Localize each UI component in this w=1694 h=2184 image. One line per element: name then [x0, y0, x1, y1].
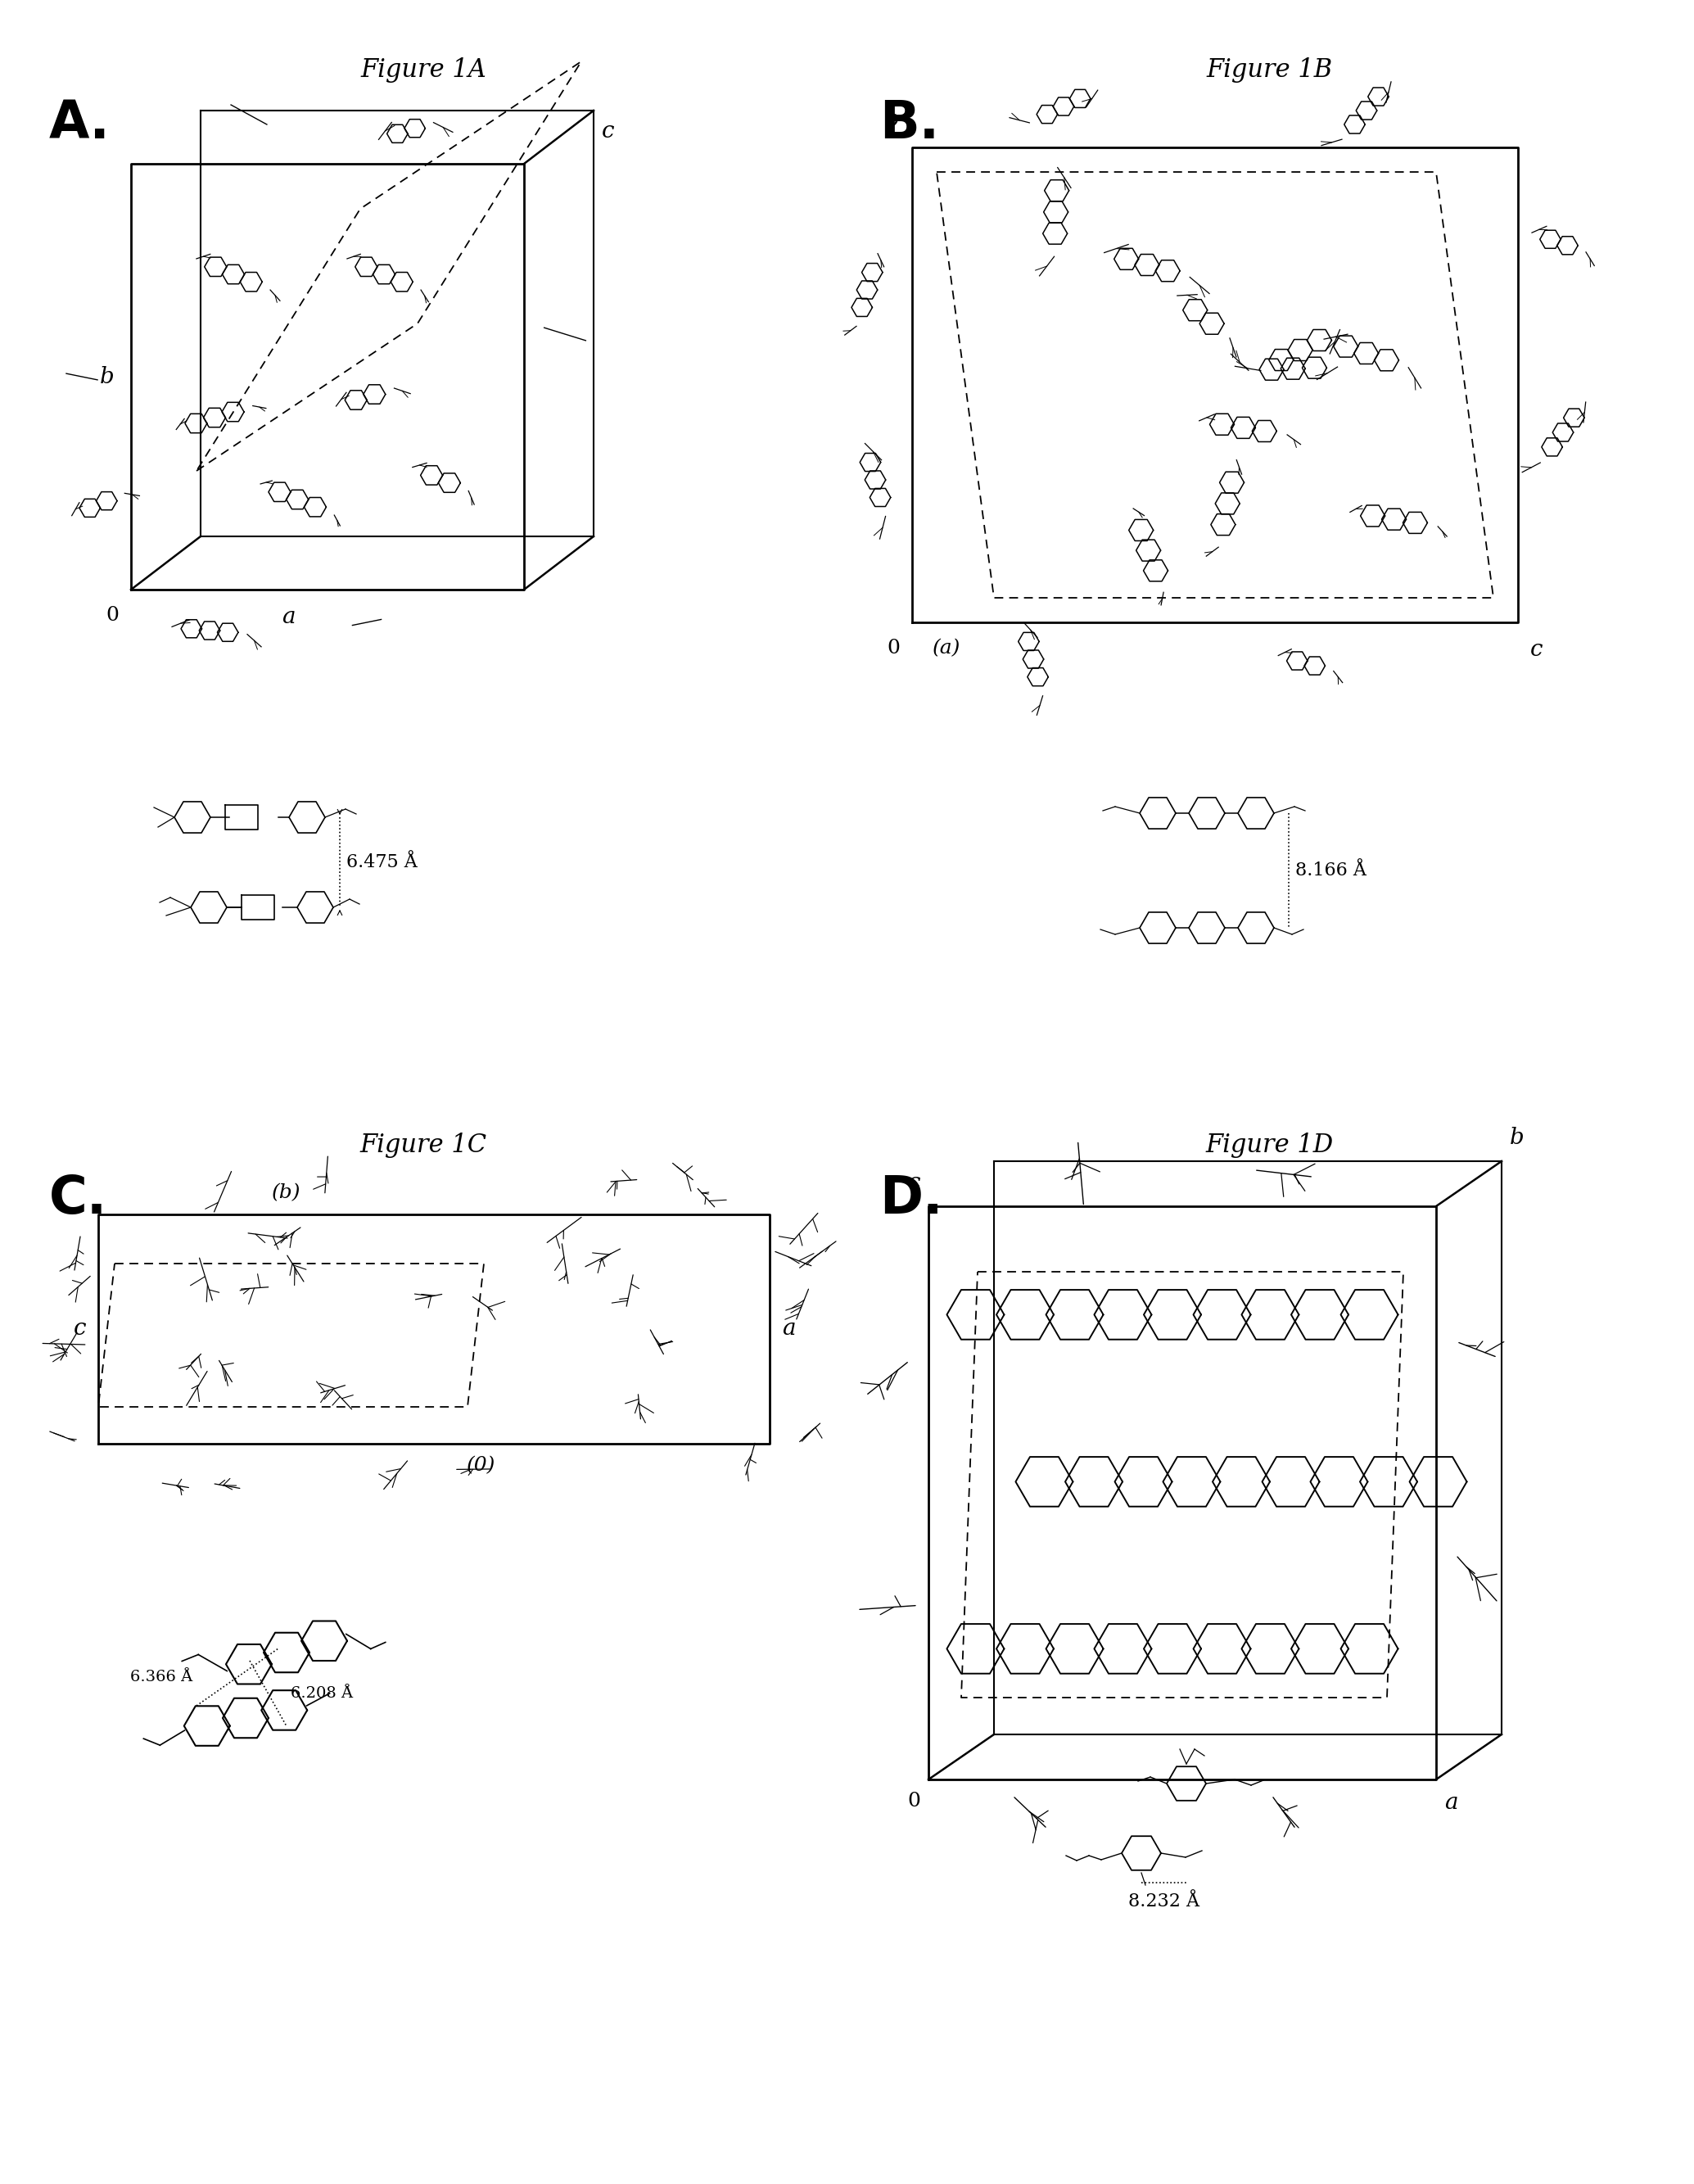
Text: D.: D. — [879, 1173, 942, 1225]
Text: 6.475 Å: 6.475 Å — [346, 854, 417, 871]
Text: 6.366 Å: 6.366 Å — [130, 1671, 193, 1684]
Text: 8.166 Å: 8.166 Å — [1296, 860, 1367, 880]
Text: Figure 1A: Figure 1A — [361, 57, 486, 83]
Text: (b): (b) — [271, 1184, 302, 1201]
Text: Figure 1B: Figure 1B — [1206, 57, 1333, 83]
Text: b: b — [100, 365, 115, 389]
Text: c: c — [1530, 638, 1543, 662]
Text: Figure 1D: Figure 1D — [1206, 1133, 1333, 1158]
Text: B.: B. — [879, 98, 938, 149]
Text: c: c — [908, 1173, 920, 1195]
Text: (0): (0) — [466, 1457, 495, 1474]
Text: 0: 0 — [908, 1791, 920, 1811]
Text: c: c — [73, 1317, 86, 1341]
Text: a: a — [783, 1317, 796, 1341]
Text: A.: A. — [49, 98, 110, 149]
Text: a: a — [1445, 1791, 1459, 1815]
Text: (a): (a) — [933, 638, 960, 657]
Text: 0: 0 — [888, 638, 900, 657]
Text: a: a — [281, 605, 295, 629]
Text: b: b — [1509, 1127, 1525, 1149]
Text: C.: C. — [49, 1173, 107, 1225]
Text: b: b — [886, 109, 900, 131]
Text: 8.232 Å: 8.232 Å — [1128, 1894, 1199, 1911]
Text: Figure 1C: Figure 1C — [359, 1133, 486, 1158]
Text: 0: 0 — [105, 605, 119, 625]
Text: 6.208 Å: 6.208 Å — [291, 1686, 352, 1701]
Text: c: c — [601, 120, 615, 142]
